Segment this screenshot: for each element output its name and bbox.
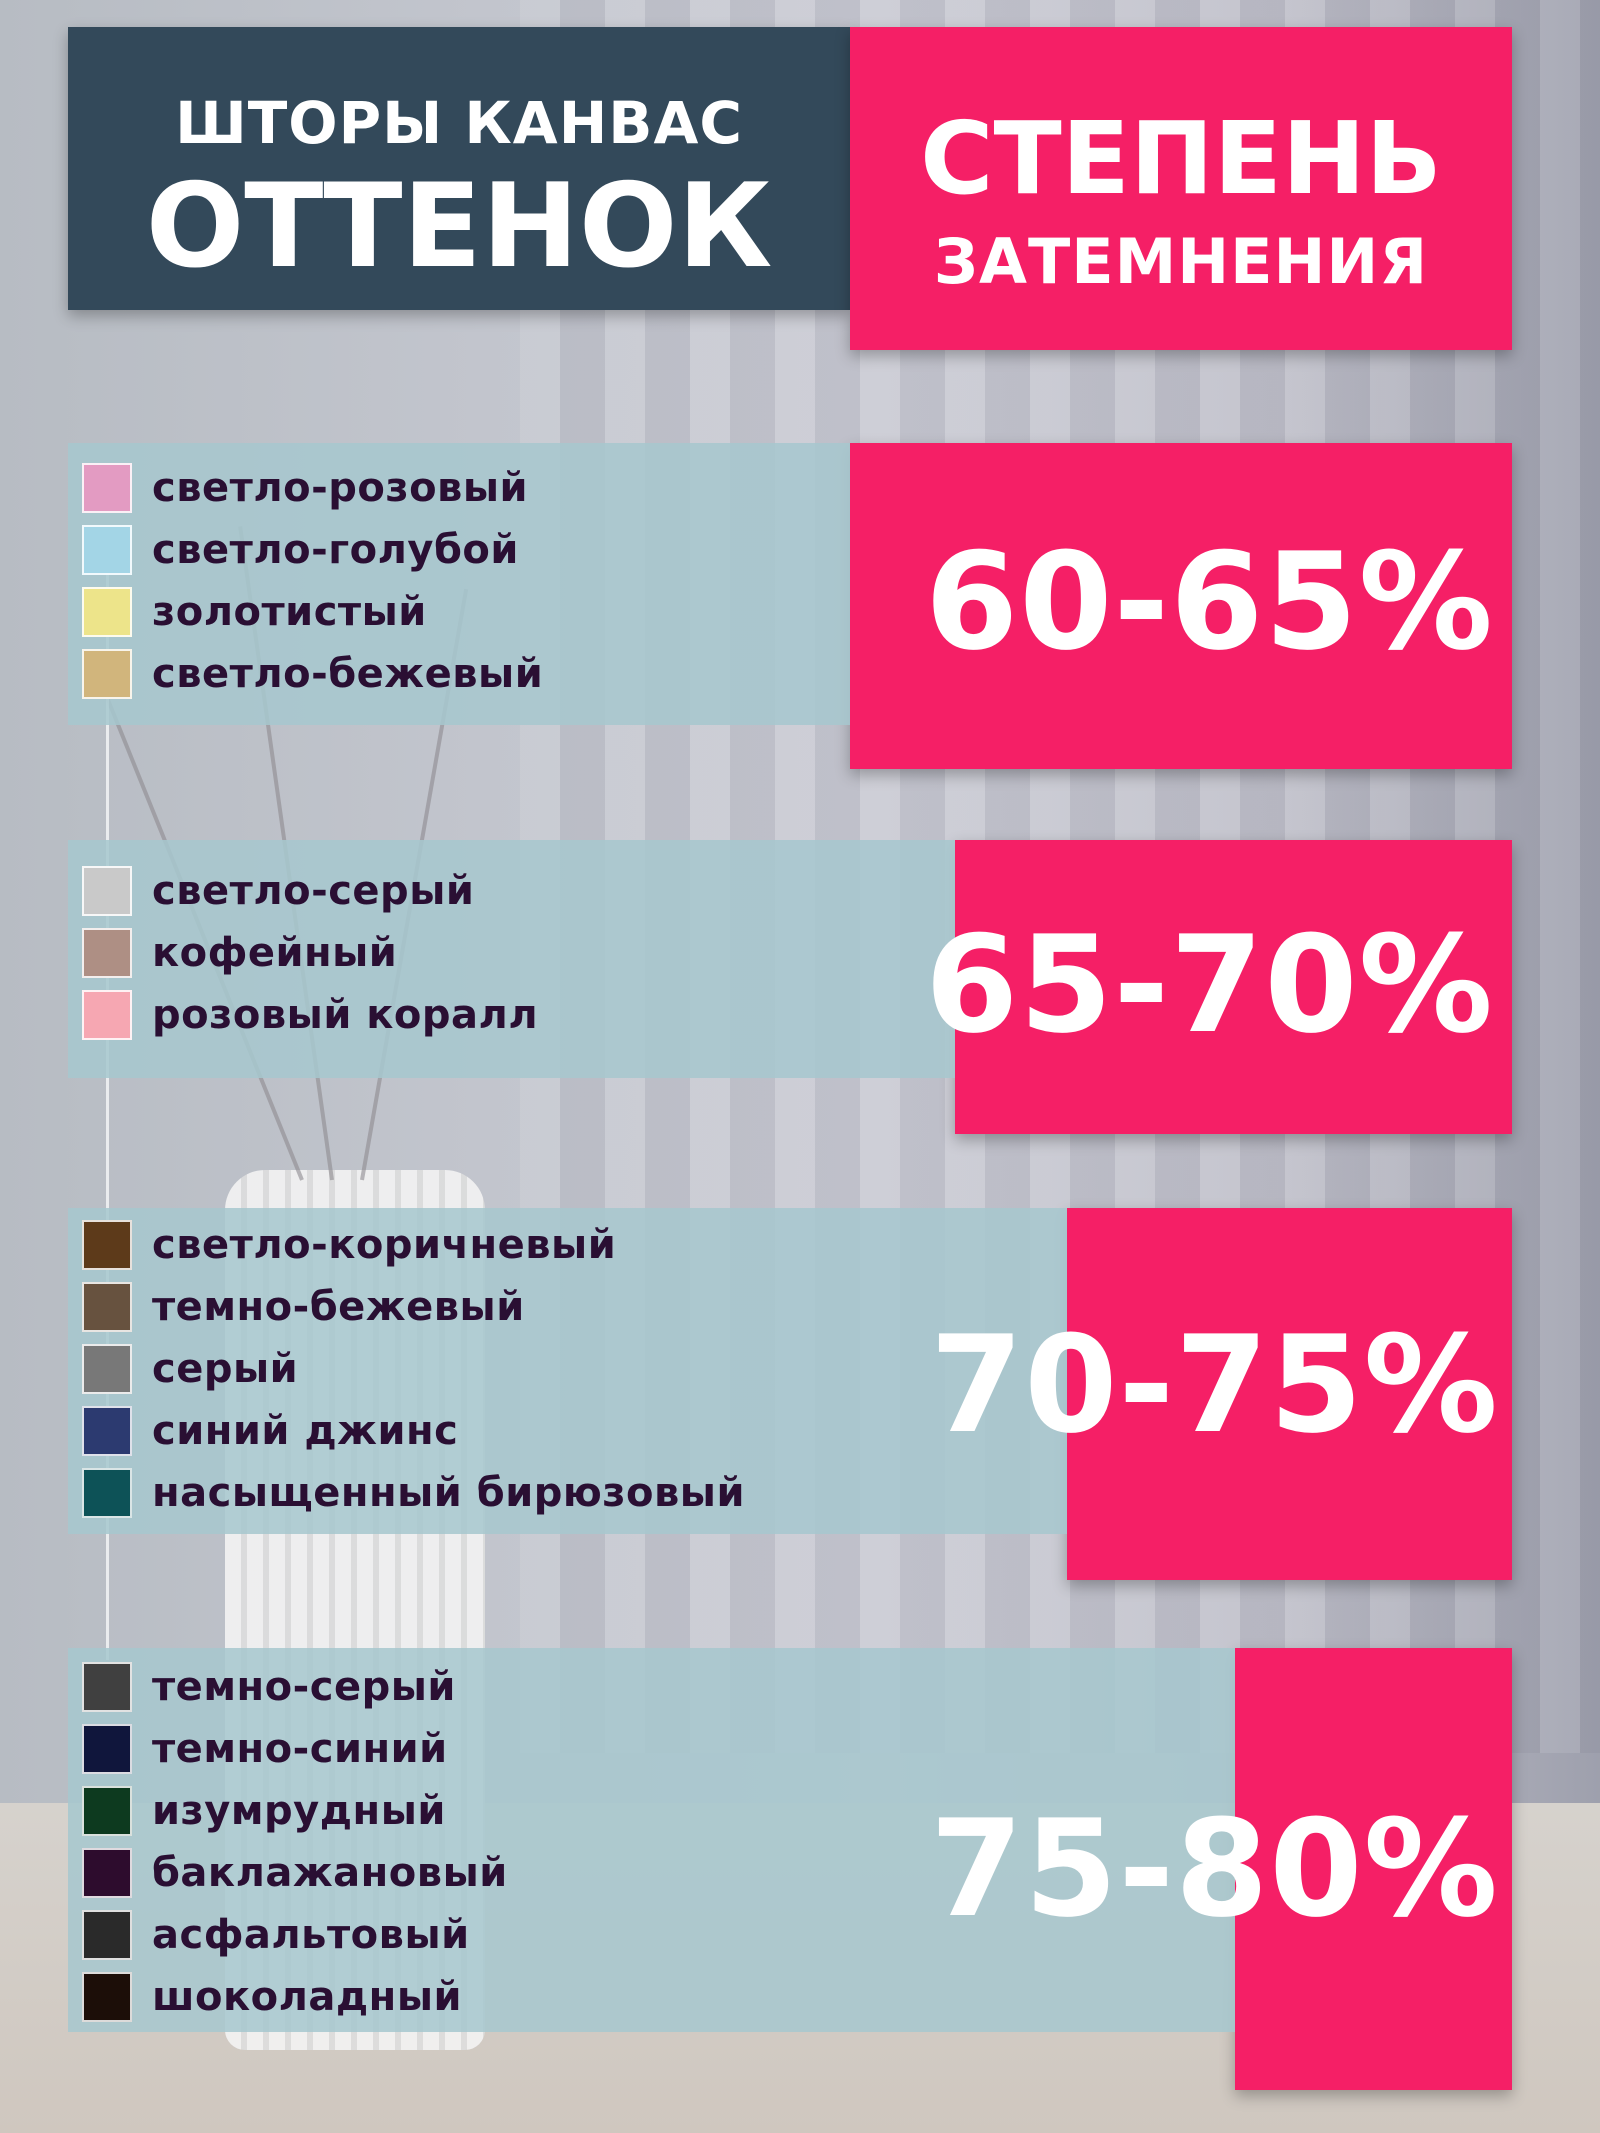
color-swatch: [82, 1344, 132, 1394]
color-label: золотистый: [152, 589, 427, 635]
color-item: светло-розовый: [82, 460, 528, 516]
color-item: серый: [82, 1341, 298, 1397]
color-label: серый: [152, 1346, 299, 1392]
color-label: асфальтовый: [152, 1912, 470, 1958]
color-swatch: [82, 866, 132, 916]
color-swatch: [82, 1220, 132, 1270]
color-swatch: [82, 1406, 132, 1456]
color-item: баклажановый: [82, 1845, 508, 1901]
blackout-percent-1: 60-65%: [925, 524, 1494, 680]
color-swatch: [82, 463, 132, 513]
blackout-degree-banner: СТЕПЕНЬ ЗАТЕМНЕНИЯ: [850, 27, 1512, 350]
color-label: кофейный: [152, 930, 398, 976]
color-item: темно-синий: [82, 1721, 448, 1777]
color-label: темно-серый: [152, 1664, 456, 1710]
color-label: синий джинс: [152, 1408, 459, 1454]
color-label: светло-коричневый: [152, 1222, 617, 1268]
blackout-percent-4: 75-80%: [930, 1791, 1499, 1947]
color-item: насыщенный бирюзовый: [82, 1465, 745, 1521]
color-label: изумрудный: [152, 1788, 446, 1834]
title-heading: ОТТЕНОК: [145, 159, 773, 294]
color-swatch: [82, 1972, 132, 2022]
percent-box-4: [1235, 1648, 1512, 2090]
color-label: темно-синий: [152, 1726, 448, 1772]
color-swatch: [82, 1910, 132, 1960]
degree-subtitle: ЗАТЕМНЕНИЯ: [933, 225, 1429, 298]
color-item: изумрудный: [82, 1783, 446, 1839]
color-item: шоколадный: [82, 1969, 462, 2025]
color-item: светло-серый: [82, 863, 474, 919]
color-item: асфальтовый: [82, 1907, 470, 1963]
degree-heading: СТЕПЕНЬ: [920, 100, 1442, 217]
percent-box-3: [1067, 1208, 1512, 1580]
percent-box-2: [955, 840, 1512, 1134]
color-label: светло-бежевый: [152, 651, 544, 697]
title-subtitle: ШТОРЫ КАНВАС: [175, 89, 743, 157]
color-item: светло-коричневый: [82, 1217, 616, 1273]
color-swatch: [82, 1786, 132, 1836]
color-label: насыщенный бирюзовый: [152, 1470, 745, 1516]
color-item: темно-бежевый: [82, 1279, 525, 1335]
color-label: светло-серый: [152, 868, 475, 914]
color-item: розовый коралл: [82, 987, 538, 1043]
color-swatch: [82, 1848, 132, 1898]
color-item: золотистый: [82, 584, 427, 640]
color-swatch: [82, 928, 132, 978]
color-group-2: светло-серый кофейный розовый коралл: [68, 840, 955, 1078]
color-swatch: [82, 649, 132, 699]
color-group-3: светло-коричневый темно-бежевый серый си…: [68, 1208, 1067, 1534]
color-swatch: [82, 525, 132, 575]
color-item: светло-бежевый: [82, 646, 543, 702]
connector-line: [106, 560, 109, 1660]
color-swatch: [82, 587, 132, 637]
color-label: розовый коралл: [152, 992, 539, 1038]
color-item: светло-голубой: [82, 522, 519, 578]
percent-box-1: [850, 443, 1512, 769]
color-label: шоколадный: [152, 1974, 463, 2020]
color-swatch: [82, 1662, 132, 1712]
blackout-percent-3: 70-75%: [930, 1307, 1499, 1463]
color-item: синий джинс: [82, 1403, 458, 1459]
color-group-1: светло-розовый светло-голубой золотистый…: [68, 443, 850, 725]
color-group-4: темно-серый темно-синий изумрудный бакла…: [68, 1648, 1235, 2032]
color-swatch: [82, 1468, 132, 1518]
color-label: светло-розовый: [152, 465, 529, 511]
color-label: баклажановый: [152, 1850, 508, 1896]
color-swatch: [82, 990, 132, 1040]
color-swatch: [82, 1724, 132, 1774]
color-swatch: [82, 1282, 132, 1332]
blackout-percent-2: 65-70%: [925, 907, 1494, 1063]
color-item: кофейный: [82, 925, 397, 981]
color-label: темно-бежевый: [152, 1284, 525, 1330]
color-label: светло-голубой: [152, 527, 519, 573]
color-item: темно-серый: [82, 1659, 456, 1715]
title-banner: ШТОРЫ КАНВАС ОТТЕНОК: [68, 27, 850, 310]
